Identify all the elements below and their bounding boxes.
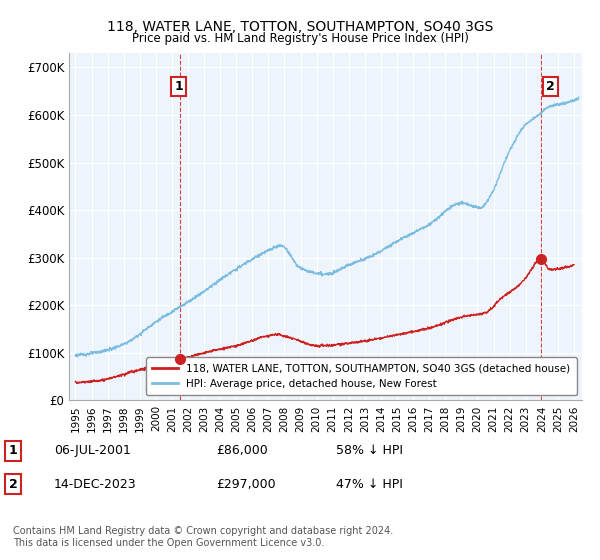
Text: £297,000: £297,000 xyxy=(216,478,275,491)
Text: £86,000: £86,000 xyxy=(216,444,268,458)
Text: 1: 1 xyxy=(9,444,17,458)
Text: 58% ↓ HPI: 58% ↓ HPI xyxy=(336,444,403,458)
Legend: 118, WATER LANE, TOTTON, SOUTHAMPTON, SO40 3GS (detached house), HPI: Average pr: 118, WATER LANE, TOTTON, SOUTHAMPTON, SO… xyxy=(146,357,577,395)
Text: 14-DEC-2023: 14-DEC-2023 xyxy=(54,478,137,491)
Text: 06-JUL-2001: 06-JUL-2001 xyxy=(54,444,131,458)
Text: 118, WATER LANE, TOTTON, SOUTHAMPTON, SO40 3GS: 118, WATER LANE, TOTTON, SOUTHAMPTON, SO… xyxy=(107,20,493,34)
Text: 2: 2 xyxy=(9,478,17,491)
Text: 2: 2 xyxy=(547,80,555,93)
Text: 47% ↓ HPI: 47% ↓ HPI xyxy=(336,478,403,491)
Text: 1: 1 xyxy=(174,80,183,93)
Text: Price paid vs. HM Land Registry's House Price Index (HPI): Price paid vs. HM Land Registry's House … xyxy=(131,32,469,45)
Text: Contains HM Land Registry data © Crown copyright and database right 2024.
This d: Contains HM Land Registry data © Crown c… xyxy=(13,526,394,548)
